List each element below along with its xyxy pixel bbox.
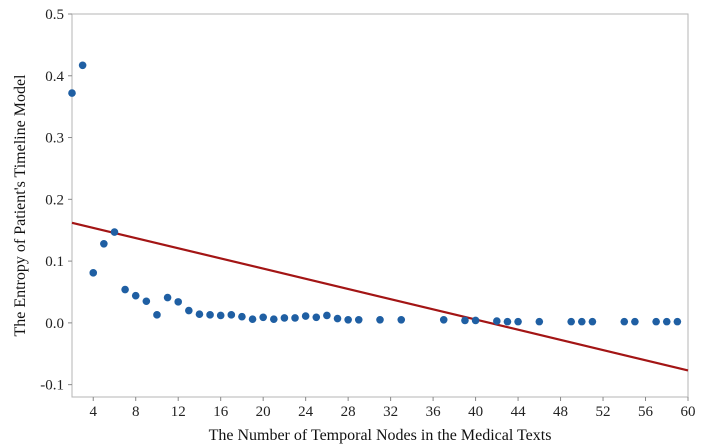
x-tick-label: 36 bbox=[426, 404, 442, 420]
trend-line bbox=[71, 221, 689, 372]
data-point bbox=[216, 311, 225, 320]
data-point bbox=[238, 312, 246, 321]
data-point bbox=[185, 306, 193, 315]
data-point bbox=[301, 312, 310, 320]
x-tick-label: 60 bbox=[681, 404, 696, 420]
y-tick-label: -0.1 bbox=[40, 378, 64, 394]
x-tick-label: 44 bbox=[511, 404, 527, 420]
data-point bbox=[100, 240, 108, 248]
data-point bbox=[291, 314, 299, 322]
data-point bbox=[131, 291, 140, 300]
data-point bbox=[652, 317, 660, 326]
data-point bbox=[323, 311, 331, 320]
x-tick-label: 8 bbox=[132, 404, 140, 420]
data-point bbox=[503, 317, 512, 326]
plot-area-frame bbox=[71, 13, 689, 398]
data-point bbox=[493, 317, 501, 325]
data-point bbox=[376, 315, 384, 324]
data-point bbox=[121, 285, 129, 294]
x-tick-label: 16 bbox=[213, 404, 229, 420]
data-point bbox=[174, 298, 183, 306]
data-point bbox=[142, 297, 151, 306]
data-point bbox=[78, 61, 87, 70]
data-point bbox=[259, 313, 267, 322]
data-point bbox=[577, 317, 586, 326]
data-point bbox=[662, 317, 671, 326]
y-tick-label: 0.1 bbox=[45, 254, 64, 270]
data-point bbox=[620, 317, 629, 326]
data-point bbox=[333, 314, 342, 323]
data-point bbox=[269, 315, 278, 323]
y-tick-label: 0.4 bbox=[45, 69, 64, 85]
x-tick-label: 12 bbox=[171, 404, 186, 420]
data-point bbox=[163, 293, 172, 302]
x-tick-label: 56 bbox=[638, 404, 654, 420]
data-point bbox=[110, 228, 119, 236]
y-tick-label: 0.5 bbox=[45, 7, 64, 23]
data-point bbox=[673, 317, 682, 326]
x-tick-label: 40 bbox=[468, 404, 483, 420]
data-point bbox=[514, 317, 522, 326]
x-tick-label: 20 bbox=[256, 404, 271, 420]
data-point bbox=[68, 89, 76, 97]
data-point bbox=[89, 269, 98, 277]
y-tick-label: 0.2 bbox=[45, 192, 64, 208]
data-point bbox=[312, 313, 321, 322]
data-point bbox=[344, 315, 352, 324]
x-tick-label: 24 bbox=[298, 404, 314, 420]
data-point bbox=[195, 310, 204, 319]
data-point bbox=[461, 316, 469, 325]
data-point bbox=[471, 316, 480, 325]
data-point bbox=[280, 314, 289, 322]
x-tick-label: 48 bbox=[553, 404, 568, 420]
data-point bbox=[588, 317, 597, 326]
x-tick-label: 32 bbox=[383, 404, 398, 420]
data-point bbox=[567, 317, 575, 326]
data-point bbox=[397, 315, 406, 324]
x-tick-label: 28 bbox=[341, 404, 356, 420]
data-point bbox=[439, 315, 448, 324]
x-axis-title: The Number of Temporal Nodes in the Medi… bbox=[209, 427, 552, 444]
data-point bbox=[354, 315, 363, 324]
y-tick-label: 0.3 bbox=[45, 131, 64, 147]
x-tick-label: 52 bbox=[596, 404, 611, 420]
x-tick-label: 4 bbox=[89, 404, 97, 420]
data-point bbox=[631, 317, 639, 326]
y-tick-label: 0.0 bbox=[45, 316, 64, 332]
y-axis-title: The Entropy of Patient's Timeline Model bbox=[12, 74, 29, 337]
data-point bbox=[248, 315, 257, 323]
data-point bbox=[206, 311, 214, 319]
data-point bbox=[535, 317, 544, 326]
data-point bbox=[227, 311, 236, 319]
data-point bbox=[153, 311, 161, 319]
